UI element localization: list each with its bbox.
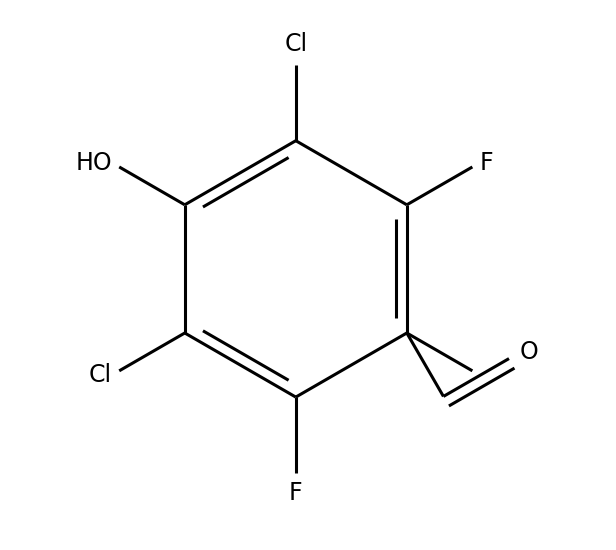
Text: F: F [480,151,493,175]
Text: Cl: Cl [89,363,112,387]
Text: HO: HO [75,151,112,175]
Text: Cl: Cl [284,32,307,57]
Text: F: F [289,481,302,505]
Text: O: O [519,340,538,365]
